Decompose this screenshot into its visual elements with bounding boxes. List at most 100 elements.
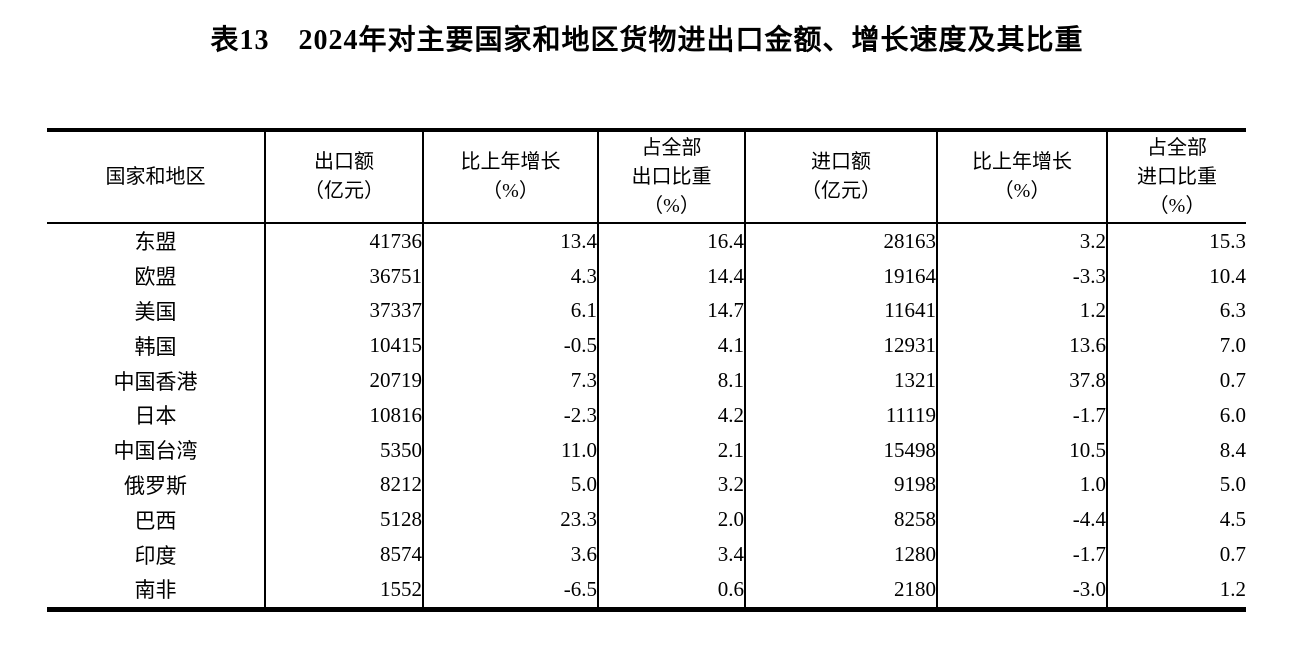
table-row: 欧盟 36751 4.3 14.4 19164 -3.3 10.4 [47, 258, 1246, 294]
table-row: 东盟 41736 13.4 16.4 28163 3.2 15.3 [47, 223, 1246, 259]
value-cell-import-share: 5.0 [1106, 467, 1246, 503]
value-cell-import-share: 6.3 [1106, 293, 1246, 329]
value-cell-import-share: 15.3 [1106, 223, 1246, 259]
header-line: 进口额 [811, 151, 871, 173]
value-cell-import-value: 11119 [744, 397, 937, 433]
value-cell-export-growth: 6.1 [422, 293, 598, 329]
header-line: （%） [643, 194, 700, 217]
column-header-export-value: 出口额 （亿元） [264, 130, 423, 224]
value-cell-export-value: 41736 [264, 223, 423, 259]
value-cell-export-share: 2.0 [597, 502, 745, 538]
table-body: 东盟 41736 13.4 16.4 28163 3.2 15.3 欧盟 36751 4.3 14.… [47, 223, 1246, 610]
value-cell-export-value: 36751 [264, 258, 423, 294]
table-row: 美国 37337 6.1 14.7 11641 1.2 6.3 [47, 293, 1246, 329]
value-cell-export-value: 8212 [264, 467, 423, 503]
value-cell-import-value: 2180 [744, 571, 937, 610]
value-cell-import-share: 0.7 [1106, 363, 1246, 398]
region-cell: 中国香港 [113, 369, 198, 394]
trade-table: 国家和地区 出口额 （亿元） 比上年增长 （%） 占全部 出口比重 （%） 进口额 （亿元） 比上年… [47, 128, 1246, 612]
value-cell-import-share: 10.4 [1106, 258, 1246, 294]
region-cell: 中国台湾 [113, 439, 198, 464]
region-cell: 欧盟 [134, 265, 177, 290]
value-cell-export-share: 8.1 [597, 363, 745, 398]
value-cell-import-value: 1280 [744, 537, 937, 572]
column-header-region: 国家和地区 [47, 130, 265, 224]
value-cell-import-share: 1.2 [1106, 571, 1246, 610]
value-cell-export-growth: 5.0 [422, 467, 598, 503]
value-cell-export-share: 4.1 [597, 328, 745, 364]
column-header-import-value: 进口额 （亿元） [744, 130, 937, 224]
value-cell-import-share: 4.5 [1106, 502, 1246, 538]
region-cell: 日本 [134, 404, 177, 429]
value-cell-export-growth: 7.3 [422, 363, 598, 398]
value-cell-export-growth: -0.5 [422, 328, 598, 364]
value-cell-export-share: 14.4 [597, 258, 745, 294]
value-cell-import-growth: 37.8 [936, 363, 1107, 398]
value-cell-export-share: 14.7 [597, 293, 745, 329]
value-cell-import-growth: 13.6 [936, 328, 1107, 364]
value-cell-import-share: 7.0 [1106, 328, 1246, 364]
value-cell-import-share: 0.7 [1106, 537, 1246, 572]
header-line: 进口比重 [1137, 165, 1217, 188]
table-row: 南非 1552 -6.5 0.6 2180 -3.0 1.2 [47, 571, 1246, 610]
value-cell-export-growth: 4.3 [422, 258, 598, 294]
table-title: 表13 2024年对主要国家和地区货物进出口金额、增长速度及其比重 [210, 25, 1084, 56]
region-cell: 印度 [134, 543, 177, 568]
table-row: 巴西 5128 23.3 2.0 8258 -4.4 4.5 [47, 502, 1246, 538]
header-line: 国家和地区 [105, 165, 206, 188]
value-cell-import-growth: -1.7 [936, 397, 1107, 433]
value-cell-export-share: 0.6 [597, 571, 745, 610]
header-line: 占全部 [641, 136, 702, 159]
header-line: 比上年增长 [460, 151, 561, 173]
header-line: 出口比重 [631, 165, 712, 188]
region-cell: 东盟 [134, 230, 177, 255]
table-row: 韩国 10415 -0.5 4.1 12931 13.6 7.0 [47, 328, 1246, 364]
value-cell-export-value: 10816 [264, 397, 423, 433]
value-cell-export-share: 2.1 [597, 432, 745, 468]
table-row: 俄罗斯 8212 5.0 3.2 9198 1.0 5.0 [47, 467, 1246, 503]
value-cell-import-growth: 3.2 [936, 223, 1107, 259]
column-header-export-share: 占全部出口比重 （%） [597, 130, 745, 224]
value-cell-import-value: 15498 [744, 432, 937, 468]
region-cell: 美国 [134, 299, 177, 324]
value-cell-export-growth: 11.0 [422, 432, 598, 468]
header-line: 出口额 [314, 151, 374, 173]
value-cell-export-value: 8574 [264, 537, 423, 572]
region-cell: 巴西 [134, 508, 177, 533]
value-cell-export-value: 5350 [264, 432, 423, 468]
value-cell-import-growth: -3.3 [936, 258, 1107, 294]
column-header-import-growth: 比上年增长 （%） [936, 130, 1107, 224]
column-header-import-share: 占全部进口比重 （%） [1106, 130, 1246, 224]
header-line: （%） [482, 180, 539, 202]
value-cell-import-value: 19164 [744, 258, 937, 294]
value-cell-import-growth: 1.0 [936, 467, 1107, 503]
value-cell-import-growth: -3.0 [936, 571, 1107, 610]
value-cell-export-share: 3.4 [597, 537, 745, 572]
header-line: （亿元） [304, 180, 384, 202]
header-line: 占全部 [1147, 136, 1207, 159]
value-cell-export-value: 5128 [264, 502, 423, 538]
value-cell-import-value: 12931 [744, 328, 937, 364]
region-cell: 韩国 [134, 334, 177, 359]
value-cell-export-value: 37337 [264, 293, 423, 329]
value-cell-import-value: 1321 [744, 363, 937, 398]
value-cell-export-growth: 13.4 [422, 223, 598, 259]
value-cell-export-growth: 23.3 [422, 502, 598, 538]
value-cell-export-value: 1552 [264, 571, 423, 610]
value-cell-import-share: 8.4 [1106, 432, 1246, 468]
value-cell-import-share: 6.0 [1106, 397, 1246, 433]
header-line: （%） [993, 180, 1051, 202]
header-row: 国家和地区 出口额 （亿元） 比上年增长 （%） 占全部 出口比重 （%） 进口额 （亿元） 比上年… [47, 130, 1246, 224]
value-cell-export-value: 20719 [264, 363, 423, 398]
table-row: 中国香港 20719 7.3 8.1 1321 37.8 0.7 [47, 363, 1246, 398]
header-line: 比上年增长 [972, 151, 1072, 173]
value-cell-import-value: 11641 [744, 293, 937, 329]
header-line: （%） [1148, 194, 1206, 217]
table-header: 国家和地区 出口额 （亿元） 比上年增长 （%） 占全部 出口比重 （%） 进口额 （亿元） 比上年… [47, 130, 1246, 224]
value-cell-import-value: 8258 [744, 502, 937, 538]
table-row: 日本 10816 -2.3 4.2 11119 -1.7 6.0 [47, 397, 1246, 433]
column-header-export-growth: 比上年增长 （%） [422, 130, 598, 224]
value-cell-import-value: 28163 [744, 223, 937, 259]
value-cell-export-value: 10415 [264, 328, 423, 364]
